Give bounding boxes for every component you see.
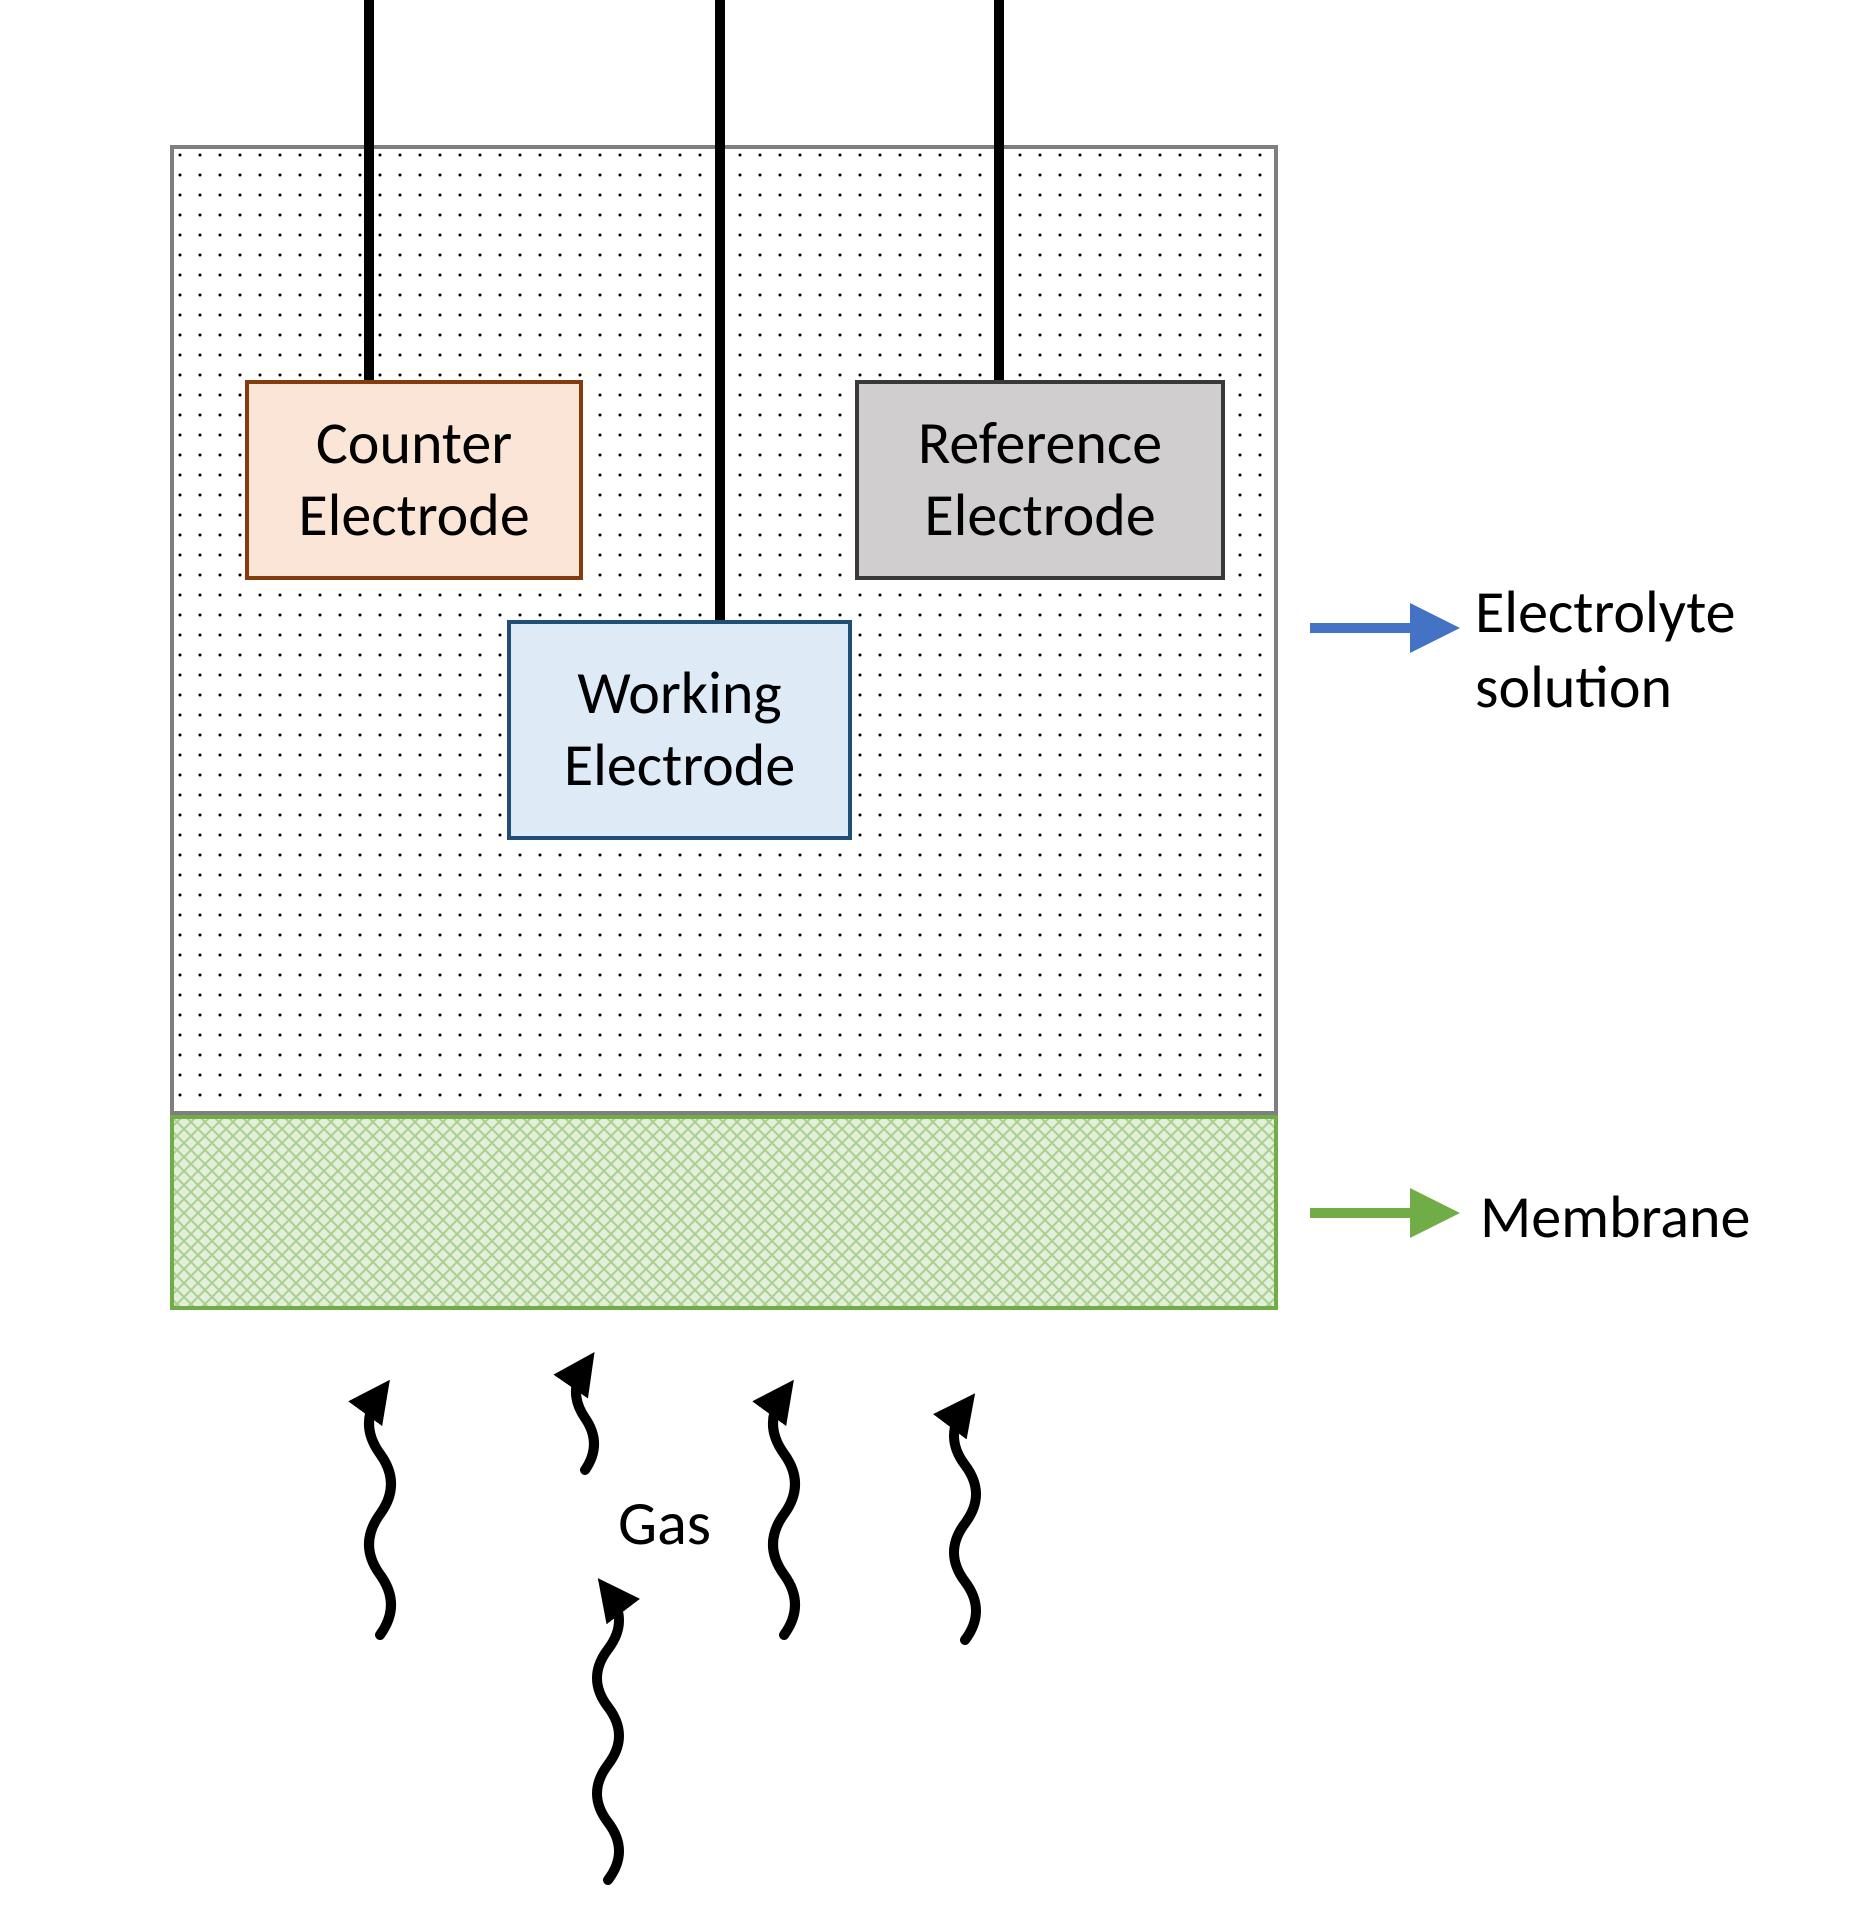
membrane-layer bbox=[170, 1115, 1278, 1310]
reference-electrode-label: ReferenceElectrode bbox=[918, 408, 1162, 552]
working-electrode-label: WorkingElectrode bbox=[564, 658, 795, 802]
working-electrode-box: WorkingElectrode bbox=[507, 620, 852, 840]
gas-label: Gas bbox=[618, 1485, 711, 1561]
gas-arrow-3 bbox=[556, 1555, 660, 1905]
electrolyte-arrow bbox=[1280, 598, 1480, 658]
gas-arrow-2 bbox=[537, 1320, 633, 1495]
electrolyte-label: Electrolytesolution bbox=[1475, 575, 1736, 725]
counter-electrode-box: CounterElectrode bbox=[245, 380, 583, 580]
counter-electrode-label: CounterElectrode bbox=[298, 408, 529, 552]
gas-arrow-1 bbox=[328, 1320, 432, 1660]
membrane-label: Membrane bbox=[1480, 1180, 1750, 1255]
reference-electrode-wire bbox=[994, 0, 1004, 380]
counter-electrode-wire bbox=[364, 0, 374, 380]
membrane-arrow bbox=[1280, 1183, 1480, 1243]
gas-arrow-5 bbox=[913, 1335, 1017, 1665]
gas-arrow-4 bbox=[732, 1320, 836, 1660]
reference-electrode-box: ReferenceElectrode bbox=[855, 380, 1225, 580]
working-electrode-wire bbox=[715, 0, 725, 620]
